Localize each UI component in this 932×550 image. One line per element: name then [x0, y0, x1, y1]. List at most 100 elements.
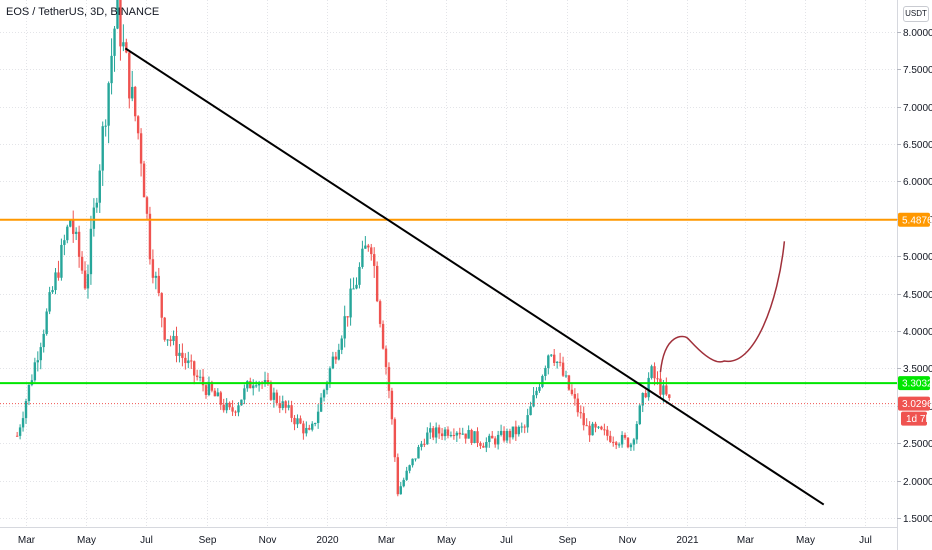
candle-up	[187, 360, 190, 364]
time-tick-label[interactable]: Mar	[737, 535, 755, 546]
candle-up	[541, 375, 544, 387]
candle-up	[316, 411, 320, 423]
candle-up	[343, 316, 346, 339]
candle-down	[573, 394, 577, 399]
candle-up	[107, 83, 110, 126]
candle-up	[287, 405, 290, 408]
candle-up	[488, 435, 491, 443]
candle-up	[340, 338, 343, 350]
candle-down	[157, 275, 160, 294]
time-tick-label[interactable]: May	[437, 535, 456, 546]
candle-up	[319, 397, 323, 412]
candle-up	[564, 375, 568, 377]
candle-down	[491, 435, 494, 439]
candle-up	[24, 401, 28, 419]
candle-up	[550, 354, 553, 356]
candle-up	[420, 443, 423, 447]
candle-up	[426, 432, 429, 445]
candle-down	[653, 366, 656, 379]
candle-down	[222, 404, 225, 411]
candle-down	[148, 213, 152, 260]
candle-down	[452, 435, 456, 437]
time-tick-label[interactable]: 2021	[676, 535, 699, 546]
time-tick-label[interactable]: Mar	[18, 535, 36, 546]
candle-down	[470, 429, 473, 444]
candle-down	[600, 426, 603, 430]
candle-up	[526, 415, 529, 428]
price-axis-background	[897, 0, 932, 550]
candle-up	[617, 444, 621, 446]
candle-down	[57, 272, 60, 278]
candle-down	[585, 425, 588, 427]
candle-down	[437, 427, 441, 434]
candle-down	[476, 431, 479, 444]
drawings-layer	[124, 47, 825, 506]
candle-down	[464, 433, 467, 439]
currency-unit-button[interactable]: USDT	[903, 6, 929, 22]
candle-down	[623, 434, 627, 438]
time-tick-label[interactable]: Nov	[619, 535, 637, 546]
price-tick-label: 2.0000	[903, 477, 932, 488]
candle-up	[207, 382, 211, 395]
downtrend-line[interactable]	[124, 47, 825, 506]
candle-up	[532, 395, 535, 407]
candle-down	[77, 231, 81, 257]
time-tick-label[interactable]: Jul	[140, 535, 153, 546]
candle-up	[66, 226, 69, 241]
candle-down	[387, 367, 391, 391]
candle-down	[576, 398, 580, 413]
candle-up	[517, 426, 520, 435]
time-tick-label[interactable]: Jul	[859, 535, 872, 546]
candle-up	[547, 355, 550, 369]
candle-down	[290, 405, 293, 418]
candle-down	[594, 423, 597, 428]
candle-up	[544, 368, 547, 376]
candle-down	[393, 419, 397, 458]
candle-up	[496, 434, 500, 445]
time-tick-label[interactable]: Sep	[559, 535, 577, 546]
time-axis[interactable]: Mar May Jul Sep Nov 2020 Mar May Jul Sep Nov 2021 Ma…	[0, 527, 897, 547]
time-tick-label[interactable]: Mar	[378, 535, 396, 546]
time-tick-label[interactable]: May	[796, 535, 815, 546]
price-level-tag-label: 3.3032	[902, 379, 932, 390]
candle-down	[570, 389, 574, 395]
candle-down	[193, 361, 196, 376]
price-axis[interactable]: 1.50002.00002.50003.00003.50004.00004.50…	[897, 0, 932, 550]
candle-up	[337, 349, 340, 360]
time-tick-label[interactable]: Sep	[199, 535, 217, 546]
candle-up	[45, 311, 48, 334]
candle-up	[36, 360, 40, 363]
candle-up	[620, 434, 624, 445]
candle-down	[558, 361, 562, 363]
time-tick-label[interactable]: May	[77, 535, 96, 546]
candle-down	[612, 441, 615, 443]
projection-curve[interactable]	[659, 241, 786, 373]
candle-up	[461, 433, 464, 435]
candle-down	[293, 417, 296, 425]
candle-down	[396, 457, 400, 495]
price-level-tag-label: 3.0296	[902, 399, 932, 410]
time-tick-label[interactable]: Jul	[500, 535, 513, 546]
candle-up	[417, 446, 420, 459]
candle-down	[508, 430, 512, 438]
candle-up	[411, 458, 414, 466]
candle-up	[352, 288, 355, 290]
candle-down	[128, 52, 131, 99]
time-tick-label[interactable]: Nov	[259, 535, 277, 546]
candle-up	[69, 220, 72, 227]
candle-up	[629, 444, 633, 448]
candle-up	[325, 382, 329, 391]
candle-down	[204, 385, 208, 395]
candle-up	[131, 86, 134, 99]
candle-down	[582, 413, 585, 426]
candle-up	[485, 442, 488, 448]
time-tick-label[interactable]: 2020	[316, 535, 339, 546]
price-level-tag	[898, 376, 930, 391]
candle-down	[15, 435, 19, 437]
candle-down	[479, 443, 482, 446]
candle-down	[133, 86, 137, 117]
candle-down	[514, 426, 518, 435]
candle-up	[662, 385, 665, 395]
candle-down	[278, 403, 281, 409]
